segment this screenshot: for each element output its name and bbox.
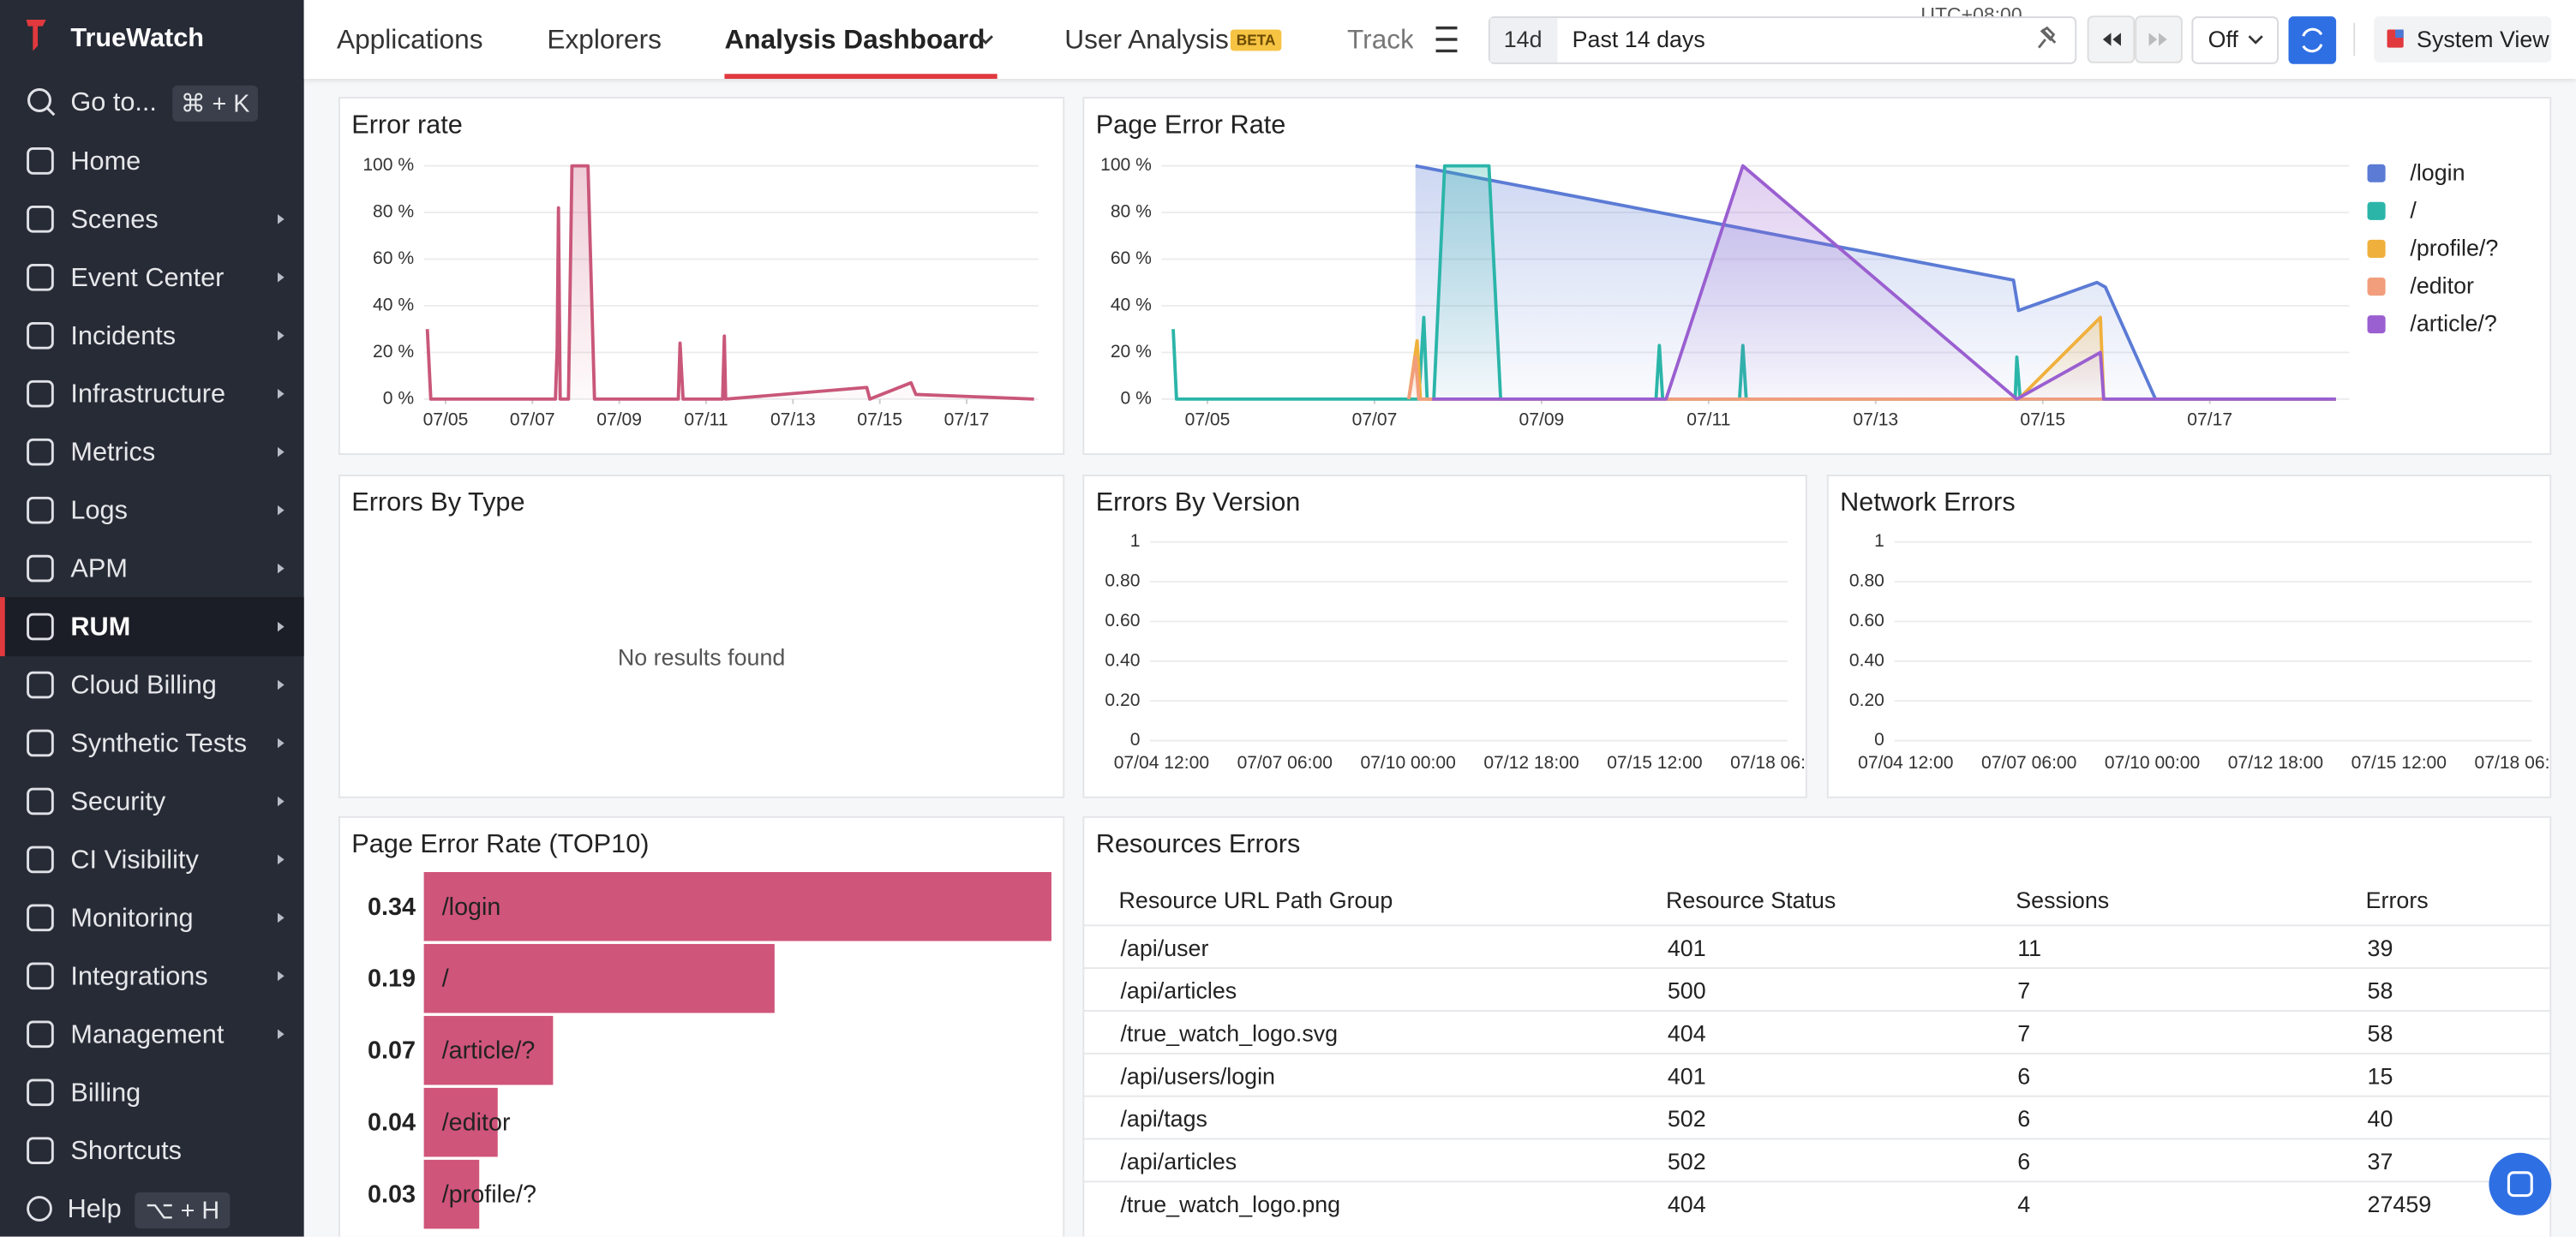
- table-row: /api/users/login 401 6 15: [1084, 1052, 2550, 1097]
- panel-title: Page Error Rate (TOP10): [351, 831, 650, 859]
- table-cell: 4: [2017, 1190, 2031, 1217]
- table-row: /true_watch_logo.svg 404 7 58: [1084, 1010, 2550, 1055]
- table-cell: 37: [2367, 1148, 2393, 1174]
- table-cell: 40: [2367, 1105, 2393, 1132]
- panel: Network Errors: [1826, 475, 2552, 798]
- panel-title: Errors By Type: [351, 489, 525, 517]
- column-header[interactable]: Resource URL Path Group: [1118, 887, 1393, 913]
- table-cell: /api/articles: [1120, 1148, 1237, 1174]
- table-cell: 58: [2367, 977, 2393, 1004]
- table-cell: 401: [1667, 1062, 1706, 1090]
- panel: Page Error Rate (TOP10): [338, 816, 1065, 1237]
- table-cell: /api/user: [1120, 934, 1209, 961]
- table-cell: /api/articles: [1120, 977, 1237, 1004]
- panel-title: Error rate: [351, 111, 463, 140]
- table-header: Resource URL Path Group Resource Status Se…: [1084, 879, 2549, 922]
- table-row: /api/tags 502 6 40: [1084, 1095, 2550, 1140]
- panel: Page Error Rate: [1082, 97, 2552, 456]
- panel-title: Page Error Rate: [1095, 111, 1286, 140]
- table-row: /api/articles 500 7 58: [1084, 967, 2550, 1012]
- panel-title: Network Errors: [1840, 489, 2016, 517]
- sidebar: [0, 0, 304, 1237]
- panel: Error rate: [338, 97, 1065, 456]
- table-row: /true_watch_logo.png 404 4 27459: [1084, 1180, 2550, 1225]
- column-header[interactable]: Sessions: [2016, 887, 2110, 913]
- column-header[interactable]: Resource Status: [1665, 887, 1836, 913]
- panel: Errors By Type No results found: [338, 475, 1065, 798]
- table-cell: 6: [2017, 1062, 2031, 1090]
- panel-title: Resources Errors: [1095, 831, 1301, 859]
- table-cell: 58: [2367, 1019, 2393, 1047]
- table-cell: 6: [2017, 1105, 2031, 1132]
- table-cell: 15: [2367, 1062, 2393, 1090]
- empty-message: No results found: [617, 643, 786, 671]
- table-cell: 11: [2017, 934, 2042, 961]
- table-cell: 6: [2017, 1148, 2031, 1174]
- table-cell: /api/users/login: [1120, 1062, 1275, 1090]
- table-cell: /true_watch_logo.svg: [1120, 1019, 1339, 1047]
- table-cell: 404: [1667, 1019, 1706, 1047]
- table-row: /api/user 401 11 39: [1084, 924, 2550, 969]
- table-row: /api/articles 502 6 37: [1084, 1138, 2550, 1183]
- column-header[interactable]: Errors: [2365, 887, 2429, 913]
- table-cell: /true_watch_logo.png: [1120, 1190, 1341, 1217]
- panel: Resources Errors Resource URL Path Group R…: [1082, 816, 2552, 1237]
- table-cell: 502: [1667, 1105, 1706, 1132]
- table-cell: 7: [2017, 977, 2031, 1004]
- table-cell: 7: [2017, 1019, 2031, 1047]
- panel: Errors By Version: [1082, 475, 1807, 798]
- table-cell: 502: [1667, 1148, 1706, 1174]
- table-cell: 401: [1667, 934, 1706, 961]
- table-cell: 404: [1667, 1190, 1706, 1217]
- panel-title: Errors By Version: [1095, 489, 1301, 517]
- top-bar: [303, 0, 2576, 80]
- table-cell: 500: [1667, 977, 1706, 1004]
- table-cell: 27459: [2367, 1190, 2432, 1217]
- table-cell: 39: [2367, 934, 2393, 961]
- table-cell: /api/tags: [1120, 1105, 1207, 1132]
